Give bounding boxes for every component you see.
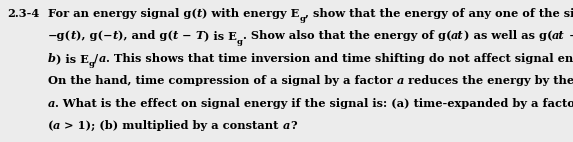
Text: ), and g(: ), and g( [117, 31, 172, 41]
Text: −g(: −g( [48, 31, 70, 41]
Text: −: − [565, 31, 573, 41]
Text: g: g [88, 60, 95, 68]
Text: at: at [451, 31, 464, 41]
Text: t: t [172, 31, 178, 41]
Text: t: t [197, 8, 202, 19]
Text: > 1); (b) multiplied by a constant: > 1); (b) multiplied by a constant [60, 120, 283, 131]
Text: , show that the energy of any one of the signals: , show that the energy of any one of the… [305, 8, 573, 19]
Text: ) with energy E: ) with energy E [202, 8, 299, 19]
Text: a: a [283, 120, 290, 131]
Text: g: g [237, 38, 242, 46]
Text: On the hand, time compression of a signal by a factor: On the hand, time compression of a signa… [48, 75, 397, 86]
Text: ), g(−: ), g(− [76, 31, 112, 41]
Text: For an energy signal g(: For an energy signal g( [40, 8, 197, 19]
Text: (: ( [48, 120, 53, 131]
Text: . This shows that time inversion and time shifting do not affect signal energy.: . This shows that time inversion and tim… [106, 53, 573, 64]
Text: 2.3-4: 2.3-4 [7, 8, 40, 19]
Text: . Show also that the energy of g(: . Show also that the energy of g( [242, 31, 451, 41]
Text: ?: ? [290, 120, 297, 131]
Text: −: − [178, 31, 195, 41]
Text: a: a [48, 98, 55, 109]
Text: /: / [95, 53, 99, 64]
Text: g: g [299, 15, 305, 23]
Text: t: t [70, 31, 76, 41]
Text: ) as well as g(: ) as well as g( [464, 31, 552, 41]
Text: a: a [99, 53, 106, 64]
Text: at: at [552, 31, 565, 41]
Text: reduces the energy by the factor: reduces the energy by the factor [404, 75, 573, 86]
Text: . What is the effect on signal energy if the signal is: (a) time-expanded by a f: . What is the effect on signal energy if… [55, 98, 573, 109]
Text: b: b [48, 53, 56, 64]
Text: T: T [195, 31, 203, 41]
Text: a: a [397, 75, 404, 86]
Text: ) is E: ) is E [56, 53, 88, 64]
Text: t: t [112, 31, 117, 41]
Text: ) is E: ) is E [203, 31, 237, 41]
Text: a: a [53, 120, 60, 131]
